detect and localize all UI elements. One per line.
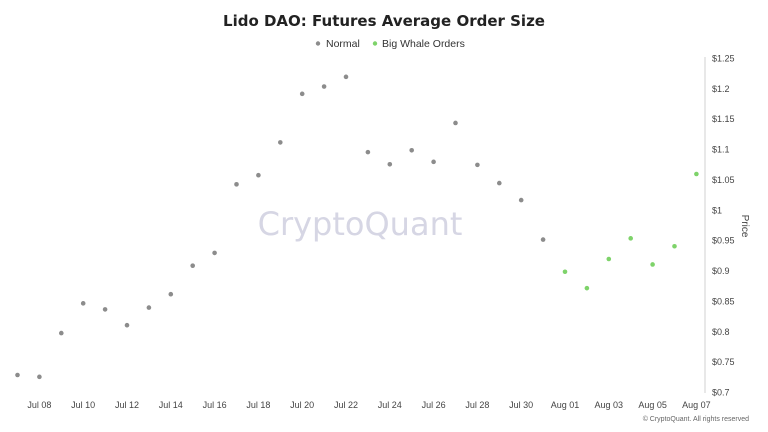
data-point-normal[interactable]: [146, 305, 152, 310]
legend-marker-normal: [315, 41, 321, 46]
data-point-normal[interactable]: [387, 161, 393, 167]
legend-item-big-whale-orders[interactable]: Big Whale Orders: [372, 38, 465, 50]
legend: Normal Big Whale Orders: [315, 38, 465, 50]
y-tick-label: $1.2: [712, 84, 730, 94]
x-tick-label: Jul 16: [203, 400, 227, 410]
x-tick-label: Jul 22: [334, 400, 358, 410]
data-point-normal[interactable]: [212, 250, 217, 256]
y-tick-label: $0.95: [712, 236, 735, 246]
data-point-normal[interactable]: [518, 197, 524, 203]
legend-label-normal: Normal: [326, 38, 360, 50]
data-points: [15, 74, 699, 380]
chart-title: Lido DAO: Futures Average Order Size: [223, 12, 545, 30]
x-tick-label: Aug 01: [551, 400, 580, 410]
data-point-normal[interactable]: [234, 182, 239, 187]
x-tick-label: Jul 24: [378, 400, 402, 410]
legend-marker-big-whale-orders: [372, 41, 378, 46]
copyright-text: © CryptoQuant. All rights reserved: [643, 415, 749, 423]
data-point-normal[interactable]: [102, 307, 108, 312]
data-point-normal[interactable]: [278, 140, 283, 145]
data-point-normal[interactable]: [124, 322, 130, 328]
data-point-normal[interactable]: [540, 237, 546, 242]
data-point-normal[interactable]: [343, 74, 349, 80]
data-point-big-whale-orders[interactable]: [650, 262, 655, 267]
data-point-normal[interactable]: [37, 374, 42, 380]
data-point-big-whale-orders[interactable]: [606, 256, 612, 262]
y-tick-label: $1: [712, 205, 722, 215]
watermark: CryptoQuant: [258, 205, 463, 243]
y-axis-ticks: $0.7 $0.75 $0.8 $0.85 $0.9 $0.95 $1 $1.05 $1.1 $1…: [712, 54, 735, 398]
x-axis-ticks: Jul 08 Jul 10 Jul 12 Jul 14 Jul 16 Jul 18 Jul …: [27, 400, 710, 410]
y-tick-label: $0.9: [712, 266, 730, 276]
series-normal: [15, 74, 546, 380]
data-point-normal[interactable]: [256, 172, 261, 178]
data-point-big-whale-orders[interactable]: [584, 285, 590, 291]
y-axis-label: Price: [739, 215, 750, 238]
x-tick-label: Aug 03: [595, 400, 624, 410]
x-tick-label: Jul 30: [509, 400, 533, 410]
data-point-normal[interactable]: [80, 301, 86, 306]
y-tick-label: $0.8: [712, 327, 730, 337]
x-tick-label: Jul 18: [246, 400, 270, 410]
x-tick-label: Jul 26: [422, 400, 446, 410]
x-tick-label: Jul 08: [27, 400, 51, 410]
data-point-normal[interactable]: [299, 91, 305, 97]
series-big-whale-orders: [562, 171, 699, 291]
data-point-big-whale-orders[interactable]: [628, 236, 633, 241]
data-point-normal[interactable]: [431, 159, 436, 165]
data-point-normal[interactable]: [453, 120, 458, 126]
y-tick-label: $0.7: [712, 388, 730, 398]
y-tick-label: $1.1: [712, 145, 730, 155]
x-tick-label: Jul 28: [465, 400, 489, 410]
data-point-big-whale-orders[interactable]: [672, 243, 677, 249]
x-tick-label: Jul 14: [159, 400, 183, 410]
data-point-normal[interactable]: [475, 162, 480, 168]
legend-label-big-whale-orders: Big Whale Orders: [382, 38, 465, 50]
y-tick-label: $0.75: [712, 357, 735, 367]
data-point-normal[interactable]: [409, 148, 415, 153]
data-point-big-whale-orders[interactable]: [562, 269, 568, 275]
y-tick-label: $1.15: [712, 114, 735, 124]
y-tick-label: $0.85: [712, 296, 735, 306]
data-point-normal[interactable]: [15, 372, 20, 378]
y-tick-label: $1.25: [712, 54, 735, 64]
x-tick-label: Jul 12: [115, 400, 139, 410]
x-tick-label: Jul 20: [290, 400, 314, 410]
data-point-normal[interactable]: [365, 149, 371, 155]
x-tick-label: Jul 10: [71, 400, 95, 410]
y-tick-label: $1.05: [712, 175, 735, 185]
data-point-big-whale-orders[interactable]: [694, 171, 699, 177]
data-point-normal[interactable]: [59, 330, 64, 336]
x-tick-label: Aug 07: [682, 400, 711, 410]
data-point-normal[interactable]: [190, 263, 195, 268]
data-point-normal[interactable]: [497, 180, 502, 186]
x-tick-label: Aug 05: [638, 400, 667, 410]
data-point-normal[interactable]: [168, 291, 174, 297]
data-point-normal[interactable]: [321, 84, 327, 89]
legend-item-normal[interactable]: Normal: [315, 38, 360, 50]
